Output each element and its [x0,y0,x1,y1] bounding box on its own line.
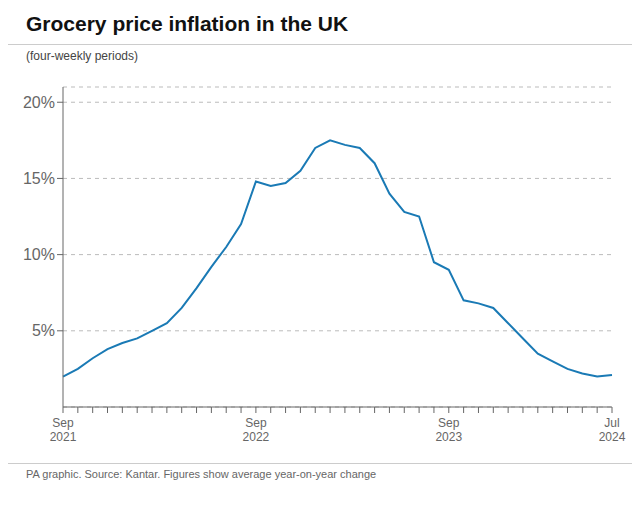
svg-text:10%: 10% [23,246,55,263]
html-text:PA graphic. Source: Kantar. Fi: PA graphic. Source: Kantar. Figures show… [26,468,377,480]
svg-text:20%: 20% [23,94,55,111]
svg-text:Sep2022: Sep2022 [243,416,270,444]
svg-text:Sep2021: Sep2021 [50,416,77,444]
html-text:Grocery price inflation in the: Grocery price inflation in the UK [26,12,349,35]
svg-text:Jul2024: Jul2024 [599,416,626,444]
svg-text:15%: 15% [23,170,55,187]
html-text:(four-weekly periods): (four-weekly periods) [26,49,138,63]
svg-text:5%: 5% [32,322,55,339]
svg-text:Sep2023: Sep2023 [435,416,462,444]
